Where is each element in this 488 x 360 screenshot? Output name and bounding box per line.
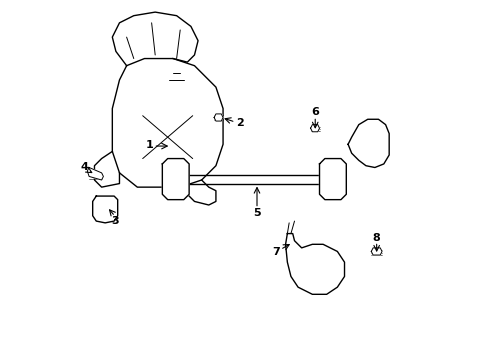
Text: 2: 2 <box>236 118 243 128</box>
Polygon shape <box>370 248 381 255</box>
Polygon shape <box>87 167 103 180</box>
Text: 1: 1 <box>145 140 153 150</box>
Polygon shape <box>162 158 189 200</box>
Polygon shape <box>319 158 346 200</box>
Text: 3: 3 <box>111 216 119 226</box>
Text: 7: 7 <box>271 247 279 257</box>
Polygon shape <box>94 152 119 187</box>
Text: 6: 6 <box>311 107 319 117</box>
Polygon shape <box>180 175 326 184</box>
Polygon shape <box>112 59 223 187</box>
Text: 4: 4 <box>81 162 88 172</box>
Polygon shape <box>214 114 223 121</box>
Polygon shape <box>93 196 118 223</box>
Text: 8: 8 <box>372 233 380 243</box>
Text: 5: 5 <box>253 208 260 218</box>
Polygon shape <box>180 180 216 205</box>
Polygon shape <box>112 12 198 66</box>
Polygon shape <box>310 125 319 132</box>
Polygon shape <box>285 234 344 294</box>
Polygon shape <box>347 119 388 167</box>
